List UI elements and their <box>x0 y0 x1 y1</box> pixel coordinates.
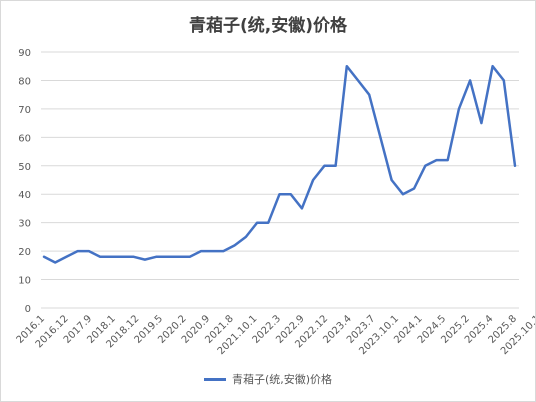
legend-swatch <box>203 377 226 381</box>
y-tick-label: 90 <box>18 48 31 59</box>
y-tick-label: 70 <box>18 105 31 116</box>
y-tick-label: 80 <box>18 76 31 87</box>
y-tick-label: 20 <box>18 247 31 258</box>
chart-title: 青葙子(统,安徽)价格 <box>189 16 347 36</box>
y-tick-label: 0 <box>25 304 31 315</box>
legend-label: 青葙子(统,安徽)价格 <box>231 373 333 386</box>
chart-legend: 青葙子(统,安徽)价格 <box>1 371 535 387</box>
series-line <box>42 64 517 264</box>
y-tick-label: 50 <box>18 162 31 173</box>
y-tick-label: 40 <box>18 190 31 201</box>
y-tick-label: 10 <box>18 276 31 287</box>
y-tick-label: 60 <box>18 133 31 144</box>
y-tick-label: 30 <box>18 219 31 230</box>
